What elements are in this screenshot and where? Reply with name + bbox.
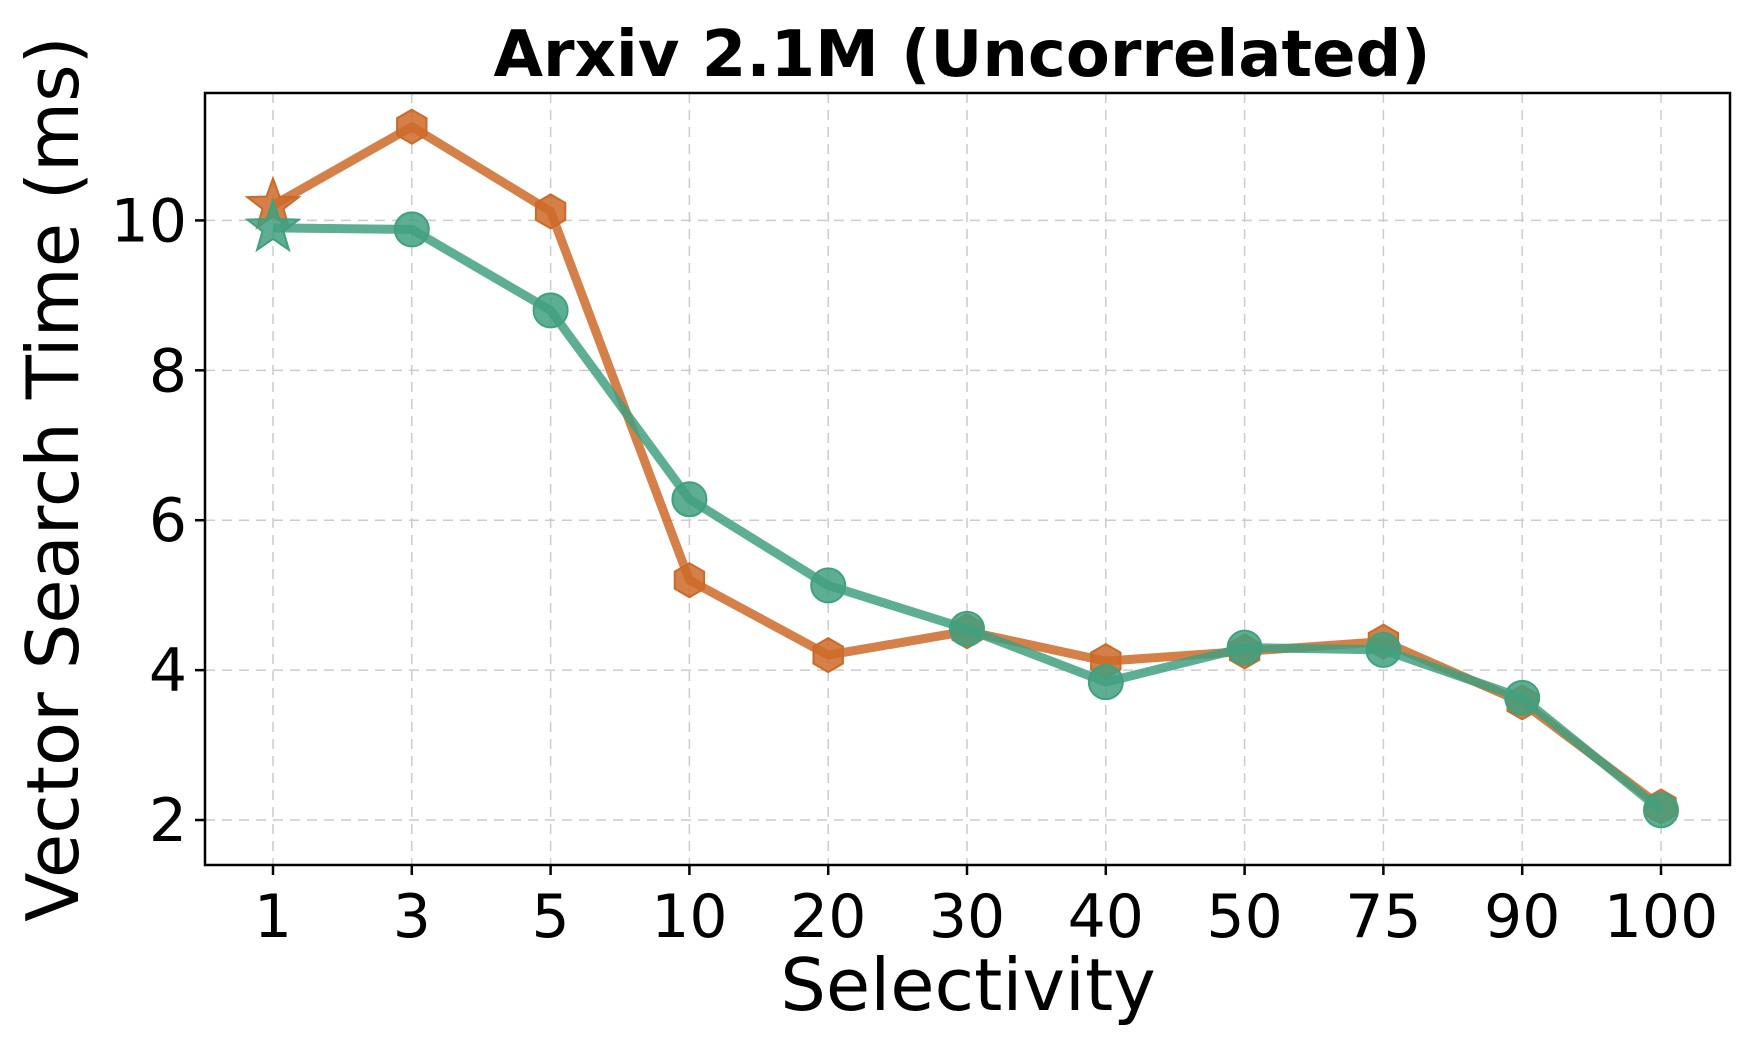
series-1-point [812,636,844,674]
series-2-point [532,292,569,329]
y-tick-label: 4 [149,636,187,706]
x-tick-label: 50 [1206,882,1282,952]
chart-title: Arxiv 2.1M (Uncorrelated) [493,18,1430,92]
series-1-point [673,562,706,599]
x-tick-label: 30 [929,882,1005,952]
series-2-point [1504,679,1541,716]
x-tick-label: 20 [790,882,866,952]
series-2-star-point [244,197,302,253]
series-2-point [1087,664,1124,701]
x-tick-label: 90 [1484,882,1560,952]
series-1-line [270,122,1664,811]
series-2-point [393,211,430,248]
series-2-point [949,610,985,647]
y-tick-label: 10 [111,186,187,256]
x-tick-label: 75 [1345,882,1421,952]
series-layer [244,108,1679,829]
y-tick-label: 6 [149,486,187,556]
grid [205,93,1730,865]
plot-frame [203,91,1732,867]
x-tick-label: 5 [532,882,570,952]
series-2-point [671,481,708,518]
series-2 [244,197,1679,829]
x-tick-label: 100 [1604,882,1719,952]
axes: 1 3 5 10 20 30 40 50 75 90 100 2 4 6 8 10 [111,186,1719,952]
y-tick-label: 2 [149,786,187,856]
series-2-point [1365,631,1402,668]
x-tick-label: 3 [393,882,431,952]
x-tick-label: 1 [254,882,292,952]
x-axis-label: Selectivity [780,943,1156,1027]
series-1 [244,108,1677,825]
y-axis-label: Vector Search Time (ms) [11,36,95,921]
series-1-point [534,193,567,230]
x-tick-label: 40 [1068,882,1144,952]
series-2-point [810,567,847,604]
series-1-point [396,108,428,145]
x-tick-label: 10 [651,882,727,952]
y-tick-label: 8 [149,336,187,406]
series-2-point [1226,629,1263,666]
series-2-point [1643,792,1679,829]
